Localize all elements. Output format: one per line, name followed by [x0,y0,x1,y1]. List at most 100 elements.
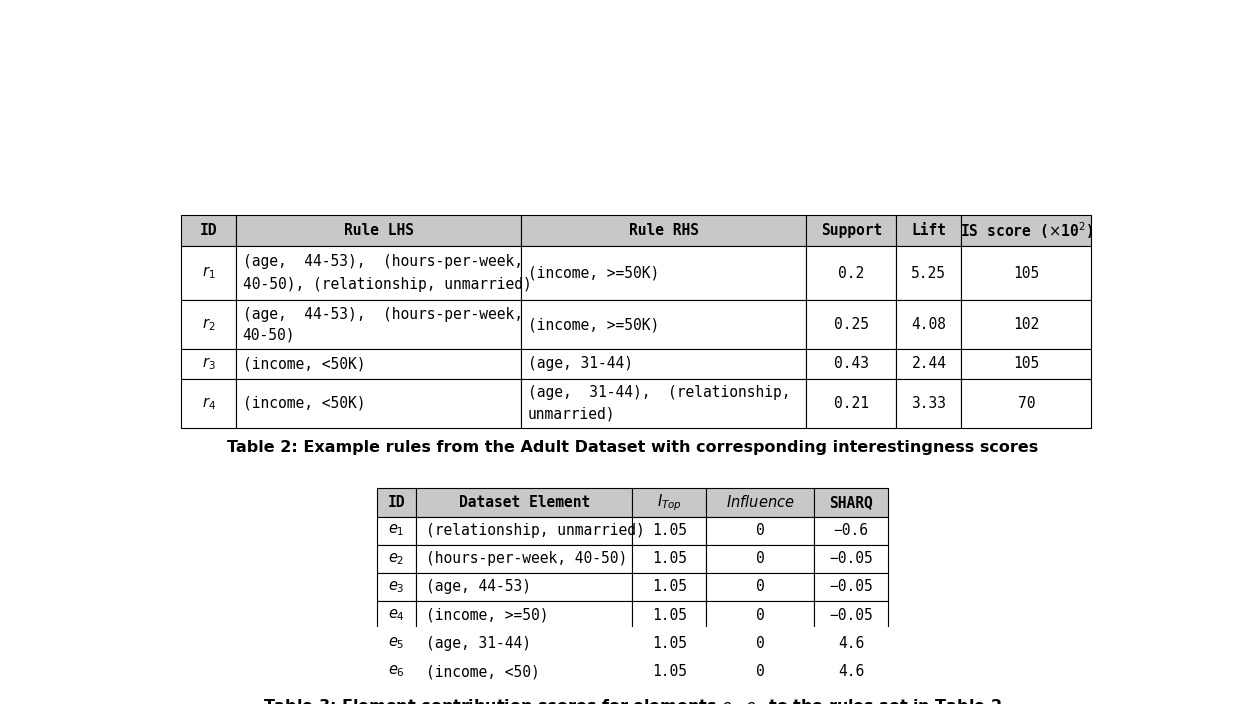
Bar [181,349,236,379]
Text: $e_4$: $e_4$ [387,608,405,623]
Text: −0.05: −0.05 [829,579,874,594]
Text: ID: ID [387,495,405,510]
Bar [376,517,416,545]
Bar [633,601,706,629]
Bar [416,629,633,658]
Text: $e_3$: $e_3$ [389,579,405,595]
Text: 0: 0 [756,523,765,538]
Bar [896,300,961,349]
Bar [633,545,706,573]
Bar [181,379,236,427]
Bar [521,215,806,246]
Text: (income, <50K): (income, <50K) [243,356,365,372]
Text: 0: 0 [756,551,765,566]
Text: 1.05: 1.05 [652,664,687,679]
Text: (age,  31-44),  (relationship,: (age, 31-44), (relationship, [528,385,791,400]
Text: −0.05: −0.05 [829,608,874,622]
Text: $r_1$: $r_1$ [202,265,215,282]
Bar [706,489,814,517]
Bar [181,300,236,349]
Bar [806,300,896,349]
Text: unmarried): unmarried) [528,406,616,421]
Text: 105: 105 [1013,265,1039,281]
Bar [633,658,706,686]
Text: $r_2$: $r_2$ [202,316,215,333]
Text: 1.05: 1.05 [652,579,687,594]
Bar [416,517,633,545]
Bar [521,379,806,427]
Bar [706,517,814,545]
Bar [814,517,888,545]
Bar [376,489,416,517]
Text: 1.05: 1.05 [652,523,687,538]
Bar [706,573,814,601]
Bar [416,658,633,686]
Text: (income, >=50K): (income, >=50K) [528,265,659,281]
Bar [236,300,521,349]
Text: Rule LHS: Rule LHS [343,222,413,238]
Text: (income, >=50): (income, >=50) [426,608,548,622]
Text: $r_4$: $r_4$ [201,395,216,412]
Text: 1.05: 1.05 [652,608,687,622]
Text: ID: ID [200,222,217,238]
Bar [633,573,706,601]
Text: (income, <50K): (income, <50K) [243,396,365,410]
Bar [376,658,416,686]
Bar [814,658,888,686]
Text: 102: 102 [1013,317,1039,332]
Bar [181,215,236,246]
Bar [236,379,521,427]
Bar [961,379,1092,427]
Text: 4.6: 4.6 [838,664,865,679]
Bar [961,246,1092,300]
Text: Dataset Element: Dataset Element [459,495,590,510]
Text: 0.25: 0.25 [834,317,869,332]
Bar [814,629,888,658]
Text: 40-50): 40-50) [243,328,295,343]
Bar [806,246,896,300]
Bar [961,215,1092,246]
Text: $e_6$: $e_6$ [387,664,405,679]
Text: (age, 31-44): (age, 31-44) [426,636,531,651]
Text: 40-50), (relationship, unmarried): 40-50), (relationship, unmarried) [243,277,532,292]
Text: 0: 0 [756,636,765,651]
Text: (age,  44-53),  (hours-per-week,: (age, 44-53), (hours-per-week, [243,306,523,322]
Bar [633,489,706,517]
Bar [236,349,521,379]
Text: 0.21: 0.21 [834,396,869,410]
Text: $e_1$: $e_1$ [389,523,405,539]
Bar [521,300,806,349]
Text: IS score ($\times$10$^2$): IS score ($\times$10$^2$) [960,220,1093,241]
Bar [896,246,961,300]
Text: Support: Support [821,222,882,238]
Bar [376,601,416,629]
Text: Table 3: Element contribution scores for elements $e_1$-$e_6$ to the rules set i: Table 3: Element contribution scores for… [263,698,1002,704]
Bar [806,349,896,379]
Text: 105: 105 [1013,356,1039,372]
Text: 2.44: 2.44 [912,356,946,372]
Bar [416,489,633,517]
Bar [806,379,896,427]
Bar [961,300,1092,349]
Bar [521,349,806,379]
Bar [896,349,961,379]
Text: 0.43: 0.43 [834,356,869,372]
Text: −0.6: −0.6 [834,523,869,538]
Bar [416,573,633,601]
Bar [633,517,706,545]
Text: 70: 70 [1018,396,1035,410]
Text: 0: 0 [756,664,765,679]
Text: 5.25: 5.25 [912,265,946,281]
Bar [814,573,888,601]
Text: −0.05: −0.05 [829,551,874,566]
Bar [416,545,633,573]
Text: (hours-per-week, 40-50): (hours-per-week, 40-50) [426,551,627,566]
Text: (income, >=50K): (income, >=50K) [528,317,659,332]
Bar [814,489,888,517]
Text: (age, 31-44): (age, 31-44) [528,356,633,372]
Text: 0.2: 0.2 [838,265,865,281]
Text: 0: 0 [756,579,765,594]
Text: SHARQ: SHARQ [829,495,874,510]
Text: 1.05: 1.05 [652,636,687,651]
Text: Table 2: Example rules from the Adult Dataset with corresponding interestingness: Table 2: Example rules from the Adult Da… [227,439,1038,455]
